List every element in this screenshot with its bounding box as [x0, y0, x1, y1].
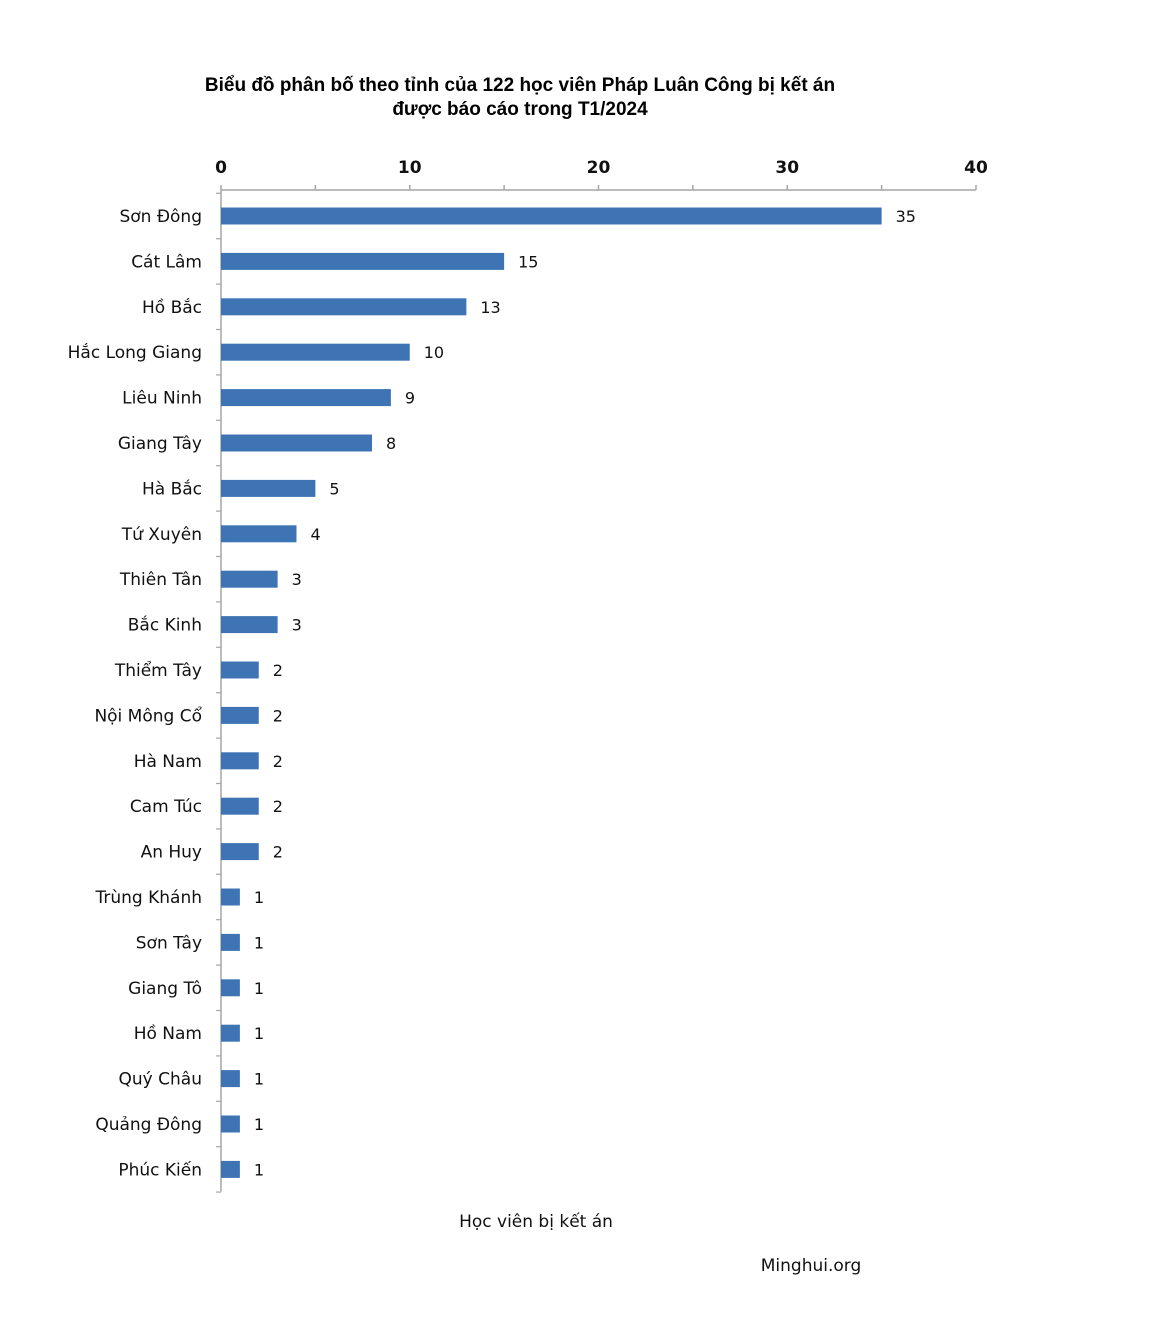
x-tick-label: 20 — [587, 158, 611, 178]
bar — [221, 1070, 240, 1088]
bar — [221, 479, 316, 497]
value-label: 5 — [329, 479, 339, 498]
chart-title-line-1: Biểu đồ phân bố theo tỉnh của 122 học vi… — [205, 75, 835, 96]
bar — [221, 888, 240, 906]
bar — [221, 298, 467, 316]
x-tick-label: 0 — [215, 158, 227, 178]
chart-title-line-2: được báo cáo trong T1/2024 — [392, 99, 648, 120]
bar — [221, 207, 882, 225]
bar — [221, 706, 259, 724]
bar — [221, 979, 240, 997]
category-label: Cát Lâm — [131, 252, 202, 272]
bar — [221, 797, 259, 815]
bar — [221, 616, 278, 634]
value-labels: 35 15 13 10 9 8 5 4 3 3 2 2 2 2 2 1 1 1 1 1 1 1 — [254, 207, 916, 1179]
x-axis-label: Học viên bị kết án — [459, 1211, 613, 1232]
category-label: Cam Túc — [130, 797, 202, 817]
category-label: Tứ Xuyên — [121, 525, 202, 545]
x-tick-label: 40 — [964, 158, 988, 178]
value-label: 2 — [273, 797, 283, 816]
category-label: Quý Châu — [119, 1070, 202, 1090]
value-label: 8 — [386, 434, 396, 453]
category-label: Thiểm Tây — [114, 660, 202, 681]
category-label: Sơn Đông — [119, 207, 202, 227]
value-label: 35 — [896, 207, 916, 226]
category-label: Liêu Ninh — [122, 389, 202, 409]
bar — [221, 252, 505, 270]
category-labels: Sơn Đông Cát Lâm Hồ Bắc Hắc Long Giang Liêu … — [68, 207, 203, 1180]
value-label: 2 — [273, 706, 283, 725]
bar — [221, 570, 278, 588]
value-label: 3 — [292, 570, 302, 589]
bar — [221, 661, 259, 679]
value-label: 1 — [254, 1024, 264, 1043]
bar — [221, 525, 297, 543]
value-label: 1 — [254, 1070, 264, 1089]
value-label: 2 — [273, 843, 283, 862]
bar — [221, 389, 391, 407]
source-label: Minghui.org — [761, 1256, 862, 1276]
category-label: Phúc Kiến — [118, 1159, 202, 1180]
value-label: 1 — [254, 1160, 264, 1179]
value-label: 9 — [405, 389, 415, 408]
category-label: Trùng Khánh — [94, 888, 202, 908]
category-label: Nội Mông Cổ — [94, 705, 202, 726]
value-label: 10 — [424, 343, 444, 362]
bar — [221, 1115, 240, 1133]
chart-title: Biểu đồ phân bố theo tỉnh của 122 học vi… — [205, 75, 835, 120]
category-label: An Huy — [141, 843, 202, 863]
category-label: Bắc Kinh — [128, 615, 202, 636]
bar — [221, 434, 372, 452]
category-label: Sơn Tây — [136, 933, 202, 953]
value-label: 3 — [292, 616, 302, 635]
bar — [221, 752, 259, 770]
value-label: 15 — [518, 252, 538, 271]
category-label: Hà Bắc — [142, 478, 202, 499]
value-label: 1 — [254, 1115, 264, 1134]
value-label: 2 — [273, 661, 283, 680]
x-tick-label: 10 — [398, 158, 422, 178]
value-label: 1 — [254, 888, 264, 907]
value-label: 1 — [254, 979, 264, 998]
bar — [221, 1160, 240, 1178]
x-tick-label: 30 — [775, 158, 799, 178]
category-label: Hồ Nam — [134, 1023, 202, 1044]
category-label: Hồ Bắc — [142, 297, 202, 318]
bar — [221, 1024, 240, 1042]
value-label: 1 — [254, 933, 264, 952]
category-label: Giang Tây — [118, 434, 202, 454]
category-label: Giang Tô — [128, 979, 202, 999]
value-label: 2 — [273, 752, 283, 771]
bars — [221, 207, 882, 1178]
category-label: Thiên Tân — [119, 570, 202, 590]
value-label: 13 — [480, 298, 500, 317]
category-label: Hắc Long Giang — [68, 342, 202, 363]
bar — [221, 843, 259, 861]
value-label: 4 — [311, 525, 321, 544]
bar — [221, 933, 240, 951]
category-label: Quảng Đông — [95, 1115, 202, 1135]
category-label: Hà Nam — [134, 752, 202, 772]
bar — [221, 343, 410, 361]
